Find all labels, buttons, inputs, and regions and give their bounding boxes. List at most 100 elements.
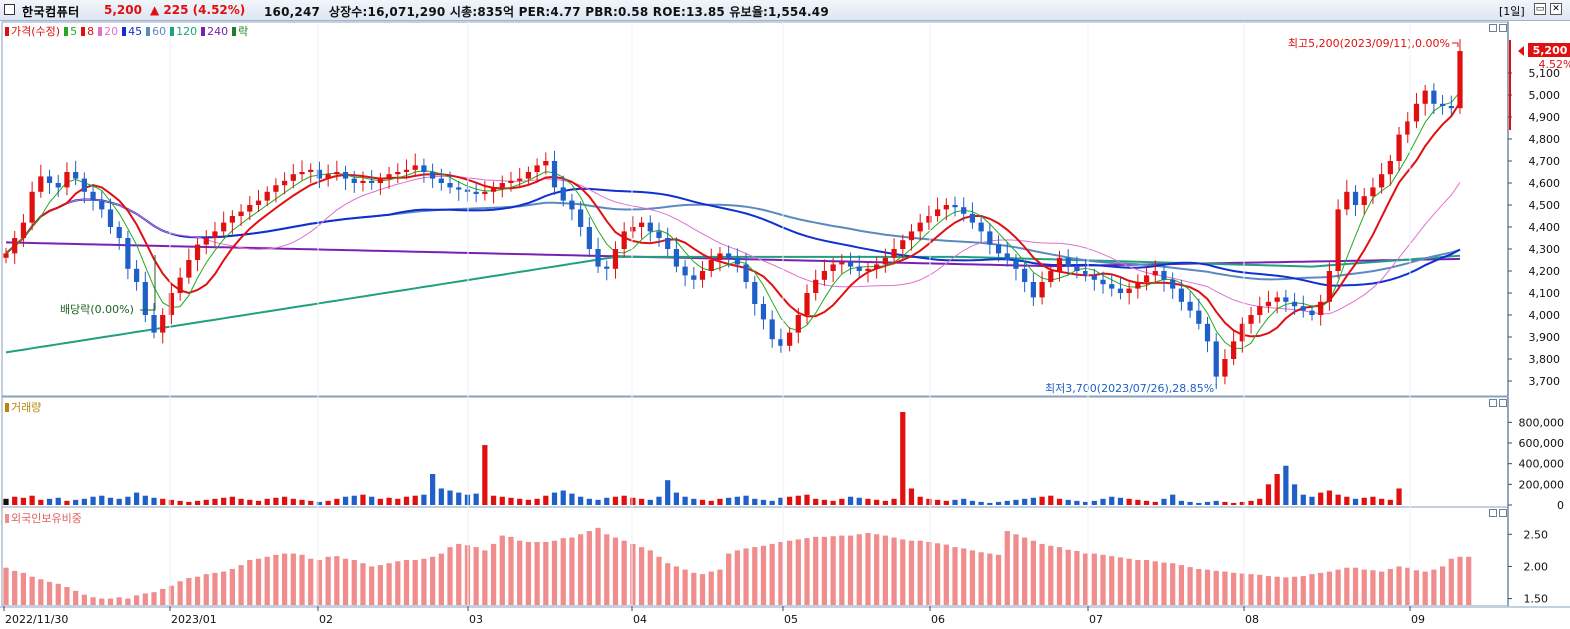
foreign-bar <box>978 552 984 605</box>
x-tick-label-8: 08 <box>1245 613 1259 626</box>
volume-bar <box>1109 496 1115 505</box>
candle-body <box>1370 187 1376 197</box>
legend-swatch-1 <box>64 27 69 36</box>
foreign-bar <box>1248 574 1254 605</box>
candle-body <box>821 271 828 280</box>
candle-body <box>1187 301 1193 311</box>
price-panel-maximize-button[interactable] <box>1499 24 1507 32</box>
foreign-bar <box>726 553 732 605</box>
foreign-bar <box>891 537 897 605</box>
foreign-swatch <box>5 514 9 523</box>
candle-body <box>351 178 357 183</box>
volume-bar <box>1265 484 1272 505</box>
volume-bar <box>456 492 462 505</box>
candle <box>1178 279 1185 311</box>
candle <box>1013 254 1019 281</box>
candle-body <box>99 200 105 210</box>
candle <box>160 308 166 344</box>
candle <box>99 191 105 218</box>
volume-bar <box>682 496 688 505</box>
candle <box>20 214 27 248</box>
volume-bar <box>29 495 35 505</box>
volume-bar <box>1283 465 1289 505</box>
select-checkbox[interactable] <box>4 4 15 15</box>
volume-bar <box>221 497 227 505</box>
candle-body <box>621 231 627 249</box>
candle <box>682 259 688 287</box>
foreign-bar <box>482 550 488 605</box>
candle-body <box>290 174 296 181</box>
volume-bar <box>752 498 758 505</box>
volume-panel-maximize-button[interactable] <box>1499 399 1507 407</box>
volume-bar <box>943 500 949 505</box>
volume-bar <box>865 498 871 505</box>
candle-body <box>1056 257 1063 271</box>
volume-bar <box>656 496 662 505</box>
candle <box>1370 177 1376 205</box>
volume-bar <box>1326 490 1333 505</box>
period-selector[interactable]: [1일] <box>1499 5 1525 18</box>
volume-bar <box>551 492 558 505</box>
foreign-bar <box>656 556 662 605</box>
volume-tick-label-3: 200,000 <box>1519 478 1565 491</box>
candle-body <box>1022 268 1028 282</box>
price-panel-minimize-button[interactable] <box>1489 24 1497 32</box>
candle <box>55 174 61 197</box>
candle-body <box>403 169 410 172</box>
close-button[interactable]: ✕ <box>1550 3 1562 15</box>
foreign-bar <box>1413 570 1420 605</box>
volume-bar <box>490 495 497 505</box>
candle <box>168 284 175 325</box>
foreign-bar <box>421 558 427 605</box>
candle-body <box>308 169 314 172</box>
candle-body <box>412 165 418 170</box>
restore-button[interactable]: ▭ <box>1534 3 1546 15</box>
foreign-bar <box>1387 569 1393 605</box>
foreign-bar <box>1370 570 1376 605</box>
volume-bar <box>534 498 540 505</box>
foreign-bar <box>1431 569 1437 605</box>
candle-body <box>1239 323 1245 342</box>
candle <box>90 184 96 211</box>
legend-label-7: 240 <box>207 25 229 38</box>
candle-body <box>168 293 175 315</box>
candle <box>1117 277 1124 300</box>
candle-body <box>142 282 148 315</box>
candle <box>456 181 462 201</box>
foreign-bar <box>673 566 680 605</box>
candle-body <box>186 260 192 278</box>
volume-bar <box>595 499 601 505</box>
volume-bar <box>1370 496 1376 505</box>
x-tick-label-6: 06 <box>931 613 945 626</box>
candle-body <box>1178 288 1185 302</box>
foreign-tick-label-2: 1.50 <box>1524 593 1549 606</box>
volume-bar <box>1222 501 1228 505</box>
candle <box>760 296 767 330</box>
candle <box>1109 274 1115 297</box>
foreign-bar <box>360 563 366 605</box>
volume-panel-minimize-button[interactable] <box>1489 399 1497 407</box>
foreign-panel-maximize-button[interactable] <box>1499 509 1507 517</box>
volume-bar <box>360 494 366 505</box>
foreign-bar <box>38 579 44 605</box>
volume-bar <box>1178 500 1185 505</box>
foreign-bar <box>534 542 540 605</box>
candle-body <box>464 189 471 192</box>
candle <box>377 172 383 195</box>
foreign-bar <box>203 574 209 605</box>
foreign-panel-minimize-button[interactable] <box>1489 509 1497 517</box>
volume-tick-label-0: 800,000 <box>1519 416 1565 429</box>
foreign-bar <box>1074 551 1080 605</box>
foreign-bar <box>578 534 584 605</box>
candle <box>691 267 697 290</box>
foreign-bar <box>551 540 558 605</box>
candle <box>943 198 949 221</box>
ma8-line <box>5 101 1461 338</box>
candle <box>116 221 122 250</box>
foreign-legend-label: 외국인보유비중 <box>11 512 82 525</box>
candle <box>665 227 671 257</box>
volume-bar <box>473 493 479 505</box>
foreign-bar <box>621 540 627 605</box>
candle <box>569 194 575 221</box>
